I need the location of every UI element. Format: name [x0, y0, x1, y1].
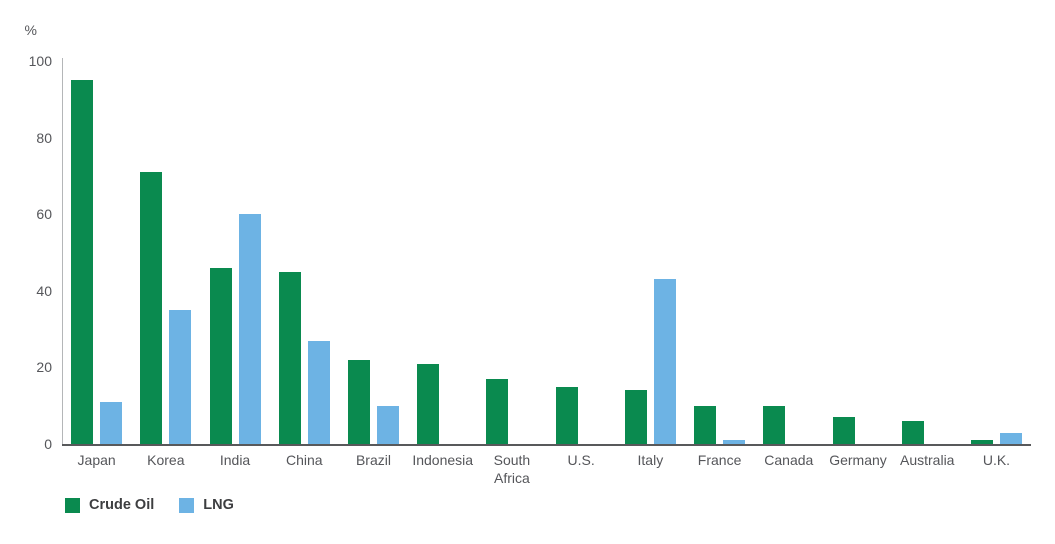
x-tick-label-canada: Canada: [764, 452, 814, 468]
bar-group-australia: [893, 61, 962, 444]
bar-group-south-africa: [477, 61, 546, 444]
bar-lng-china: [307, 340, 330, 444]
bar-group-italy: [616, 61, 685, 444]
bar-lng-u-k: [999, 432, 1022, 444]
x-tick-label-italy: Italy: [637, 452, 664, 468]
bar-lng-italy: [653, 279, 676, 444]
x-tick-label-china: China: [285, 452, 323, 468]
x-tick-label-japan: Japan: [77, 452, 116, 468]
y-tick-label-40: 40: [36, 282, 52, 299]
bar-crude-oil-brazil: [347, 359, 370, 444]
legend-item-lng: LNG: [179, 497, 234, 513]
x-tick-label-south-africa: South Africa: [493, 452, 531, 486]
x-tick-label-u-s: U.S.: [567, 452, 595, 468]
y-axis-labels: 0 20 40 60 80 100: [0, 0, 52, 544]
bar-group-india: [200, 61, 269, 444]
y-axis-unit-label: %: [24, 22, 37, 38]
bar-group-korea: [131, 61, 200, 444]
bar-group-germany: [823, 61, 892, 444]
bar-crude-oil-germany: [832, 417, 855, 444]
legend-swatch-lng: [179, 497, 195, 513]
bar-crude-oil-south-africa: [486, 378, 509, 444]
bar-crude-oil-japan: [71, 80, 94, 444]
legend-item-crude-oil: Crude Oil: [65, 497, 154, 513]
x-tick-label-indonesia: Indonesia: [412, 452, 474, 468]
bar-group-u-s: [547, 61, 616, 444]
legend-label-lng: LNG: [203, 497, 234, 513]
legend: Crude Oil LNG: [65, 497, 234, 513]
bar-lng-japan: [100, 401, 123, 444]
bar-crude-oil-indonesia: [417, 363, 440, 444]
bar-group-u-k: [962, 61, 1031, 444]
legend-swatch-crude-oil: [65, 497, 80, 513]
bar-lng-brazil: [376, 405, 399, 444]
y-tick-label-100: 100: [28, 53, 52, 69]
bar-crude-oil-italy: [624, 390, 647, 444]
x-tick-label-korea: Korea: [147, 452, 185, 468]
bar-crude-oil-canada: [763, 405, 786, 444]
bar-group-canada: [754, 61, 823, 444]
legend-label-crude-oil: Crude Oil: [89, 497, 155, 513]
bar-crude-oil-china: [278, 271, 301, 444]
x-axis-labels: Japan Korea India China Brazil Indonesia South…: [62, 452, 1031, 487]
bar-crude-oil-australia: [901, 421, 924, 444]
y-tick-label-60: 60: [36, 206, 52, 223]
bars-area: [62, 61, 1031, 444]
bar-crude-oil-u-k: [970, 440, 993, 444]
bar-group-china: [270, 61, 339, 444]
x-tick-label-france: France: [697, 452, 742, 468]
bar-crude-oil-france: [694, 405, 717, 444]
x-tick-label-australia: Australia: [900, 452, 955, 468]
bar-lng-india: [238, 214, 261, 444]
y-tick-label-80: 80: [36, 129, 52, 146]
bar-group-japan: [62, 61, 131, 444]
x-axis-line: [62, 444, 1031, 446]
bar-crude-oil-u-s: [555, 386, 578, 444]
x-tick-label-brazil: Brazil: [355, 452, 391, 468]
bar-group-france: [685, 61, 754, 444]
bar-crude-oil-korea: [140, 172, 163, 444]
bar-crude-oil-india: [209, 267, 232, 444]
x-tick-label-u-k: U.K.: [982, 452, 1011, 468]
bar-lng-korea: [169, 310, 192, 444]
y-tick-label-20: 20: [36, 359, 52, 376]
y-tick-label-0: 0: [44, 436, 52, 452]
x-tick-label-germany: Germany: [829, 452, 887, 468]
y-axis-line: [62, 58, 63, 444]
x-tick-label-india: India: [219, 452, 251, 468]
bar-lng-france: [723, 440, 746, 444]
bar-group-brazil: [339, 61, 408, 444]
bar-group-indonesia: [408, 61, 477, 444]
